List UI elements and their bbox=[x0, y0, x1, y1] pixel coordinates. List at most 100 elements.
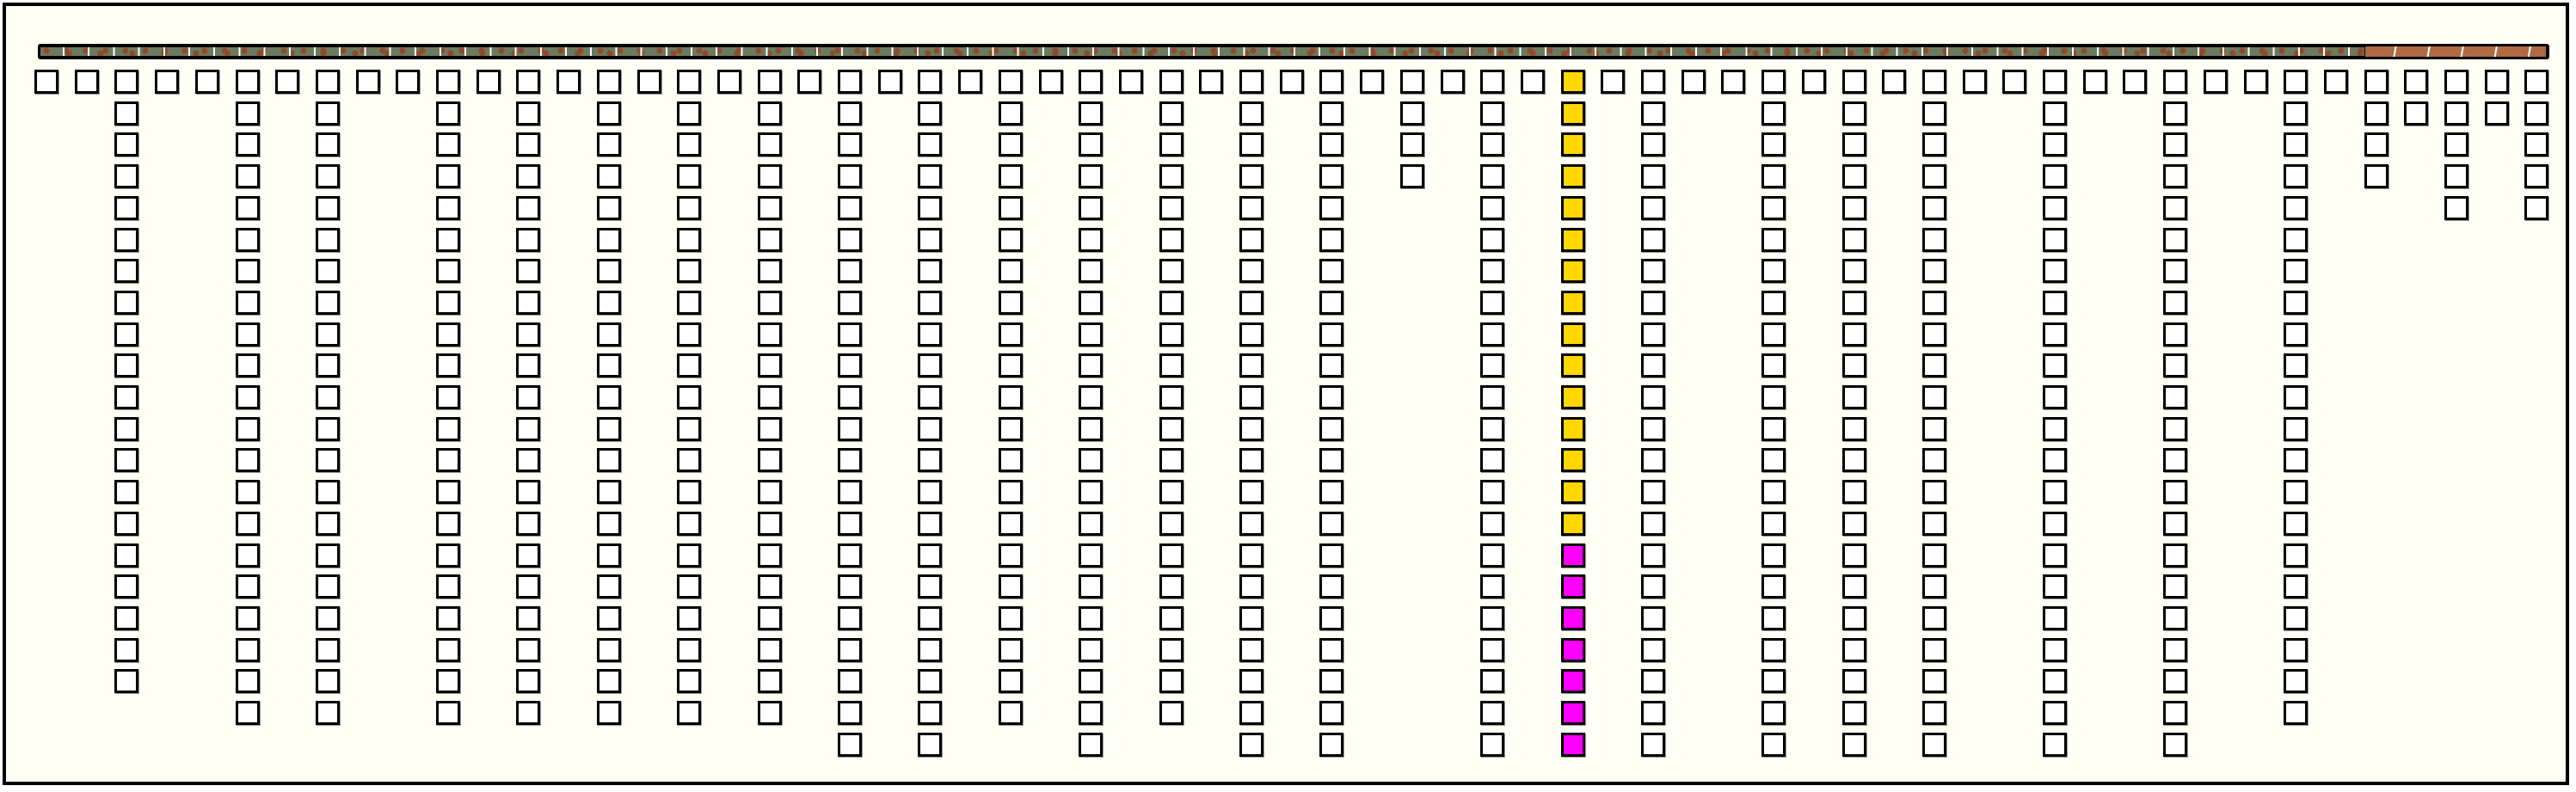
cell[interactable] bbox=[1079, 132, 1104, 157]
cell[interactable] bbox=[918, 637, 943, 662]
cell[interactable] bbox=[436, 448, 460, 473]
cell[interactable] bbox=[114, 227, 139, 252]
cell[interactable] bbox=[1841, 227, 1866, 252]
cell[interactable] bbox=[516, 511, 541, 536]
cell[interactable] bbox=[2284, 290, 2309, 315]
cell[interactable] bbox=[838, 195, 862, 220]
cell[interactable] bbox=[1641, 164, 1665, 189]
cell[interactable] bbox=[1480, 259, 1505, 284]
cell[interactable] bbox=[114, 448, 139, 473]
cell[interactable] bbox=[2284, 574, 2309, 599]
cell[interactable] bbox=[2444, 164, 2468, 189]
cell[interactable] bbox=[757, 574, 782, 599]
cell[interactable] bbox=[998, 448, 1023, 473]
cell[interactable] bbox=[1239, 227, 1263, 252]
cell[interactable] bbox=[315, 637, 340, 662]
cell[interactable] bbox=[596, 101, 621, 126]
cell[interactable] bbox=[1159, 416, 1183, 441]
cell[interactable] bbox=[355, 70, 380, 94]
cell[interactable] bbox=[677, 164, 702, 189]
cell[interactable] bbox=[1079, 164, 1104, 189]
cell[interactable] bbox=[677, 637, 702, 662]
cell[interactable] bbox=[315, 669, 340, 694]
highlighted-cell[interactable] bbox=[1560, 543, 1585, 568]
cell[interactable] bbox=[1641, 385, 1665, 409]
highlighted-cell[interactable] bbox=[1560, 70, 1585, 94]
cell[interactable] bbox=[2043, 511, 2067, 536]
cell[interactable] bbox=[2163, 70, 2188, 94]
cell[interactable] bbox=[315, 259, 340, 284]
cell[interactable] bbox=[1641, 574, 1665, 599]
cell[interactable] bbox=[596, 322, 621, 347]
cell[interactable] bbox=[516, 259, 541, 284]
cell[interactable] bbox=[2284, 701, 2309, 725]
cell[interactable] bbox=[114, 290, 139, 315]
cell[interactable] bbox=[1641, 701, 1665, 725]
cell[interactable] bbox=[114, 416, 139, 441]
cell[interactable] bbox=[1520, 70, 1545, 94]
cell[interactable] bbox=[516, 574, 541, 599]
cell[interactable] bbox=[2163, 511, 2188, 536]
cell[interactable] bbox=[2524, 195, 2549, 220]
cell[interactable] bbox=[1681, 70, 1706, 94]
cell[interactable] bbox=[2043, 732, 2067, 757]
cell[interactable] bbox=[757, 353, 782, 378]
cell[interactable] bbox=[2284, 195, 2309, 220]
cell[interactable] bbox=[998, 70, 1023, 94]
cell[interactable] bbox=[1159, 511, 1183, 536]
cell[interactable] bbox=[677, 290, 702, 315]
cell[interactable] bbox=[716, 70, 741, 94]
cell[interactable] bbox=[1921, 511, 1946, 536]
cell[interactable] bbox=[436, 259, 460, 284]
cell[interactable] bbox=[1319, 448, 1344, 473]
cell[interactable] bbox=[74, 70, 99, 94]
cell[interactable] bbox=[114, 164, 139, 189]
cell[interactable] bbox=[1239, 605, 1263, 630]
cell[interactable] bbox=[1239, 511, 1263, 536]
cell[interactable] bbox=[918, 132, 943, 157]
cell[interactable] bbox=[1239, 732, 1263, 757]
cell[interactable] bbox=[114, 511, 139, 536]
cell[interactable] bbox=[1921, 195, 1946, 220]
cell[interactable] bbox=[2323, 70, 2348, 94]
cell[interactable] bbox=[1641, 416, 1665, 441]
cell[interactable] bbox=[516, 669, 541, 694]
cell[interactable] bbox=[1480, 195, 1505, 220]
highlighted-cell[interactable] bbox=[1560, 732, 1585, 757]
cell[interactable] bbox=[1921, 701, 1946, 725]
cell[interactable] bbox=[114, 637, 139, 662]
cell[interactable] bbox=[436, 322, 460, 347]
cell[interactable] bbox=[1841, 322, 1866, 347]
cell[interactable] bbox=[677, 605, 702, 630]
cell[interactable] bbox=[396, 70, 421, 94]
cell[interactable] bbox=[838, 70, 862, 94]
cell[interactable] bbox=[516, 416, 541, 441]
cell[interactable] bbox=[1721, 70, 1746, 94]
cell[interactable] bbox=[1921, 132, 1946, 157]
cell[interactable] bbox=[436, 605, 460, 630]
cell[interactable] bbox=[1921, 448, 1946, 473]
cell[interactable] bbox=[1841, 290, 1866, 315]
cell[interactable] bbox=[2043, 132, 2067, 157]
cell[interactable] bbox=[1319, 227, 1344, 252]
cell[interactable] bbox=[838, 385, 862, 409]
cell[interactable] bbox=[315, 70, 340, 94]
cell[interactable] bbox=[436, 195, 460, 220]
highlighted-cell[interactable] bbox=[1560, 259, 1585, 284]
cell[interactable] bbox=[838, 290, 862, 315]
cell[interactable] bbox=[2163, 732, 2188, 757]
cell[interactable] bbox=[1079, 480, 1104, 505]
cell[interactable] bbox=[596, 637, 621, 662]
cell[interactable] bbox=[516, 480, 541, 505]
cell[interactable] bbox=[315, 227, 340, 252]
cell[interactable] bbox=[677, 227, 702, 252]
highlighted-cell[interactable] bbox=[1560, 416, 1585, 441]
cell[interactable] bbox=[2163, 605, 2188, 630]
cell[interactable] bbox=[436, 385, 460, 409]
cell[interactable] bbox=[1841, 164, 1866, 189]
cell[interactable] bbox=[838, 637, 862, 662]
cell[interactable] bbox=[2163, 637, 2188, 662]
cell[interactable] bbox=[677, 480, 702, 505]
cell[interactable] bbox=[516, 164, 541, 189]
cell[interactable] bbox=[677, 70, 702, 94]
